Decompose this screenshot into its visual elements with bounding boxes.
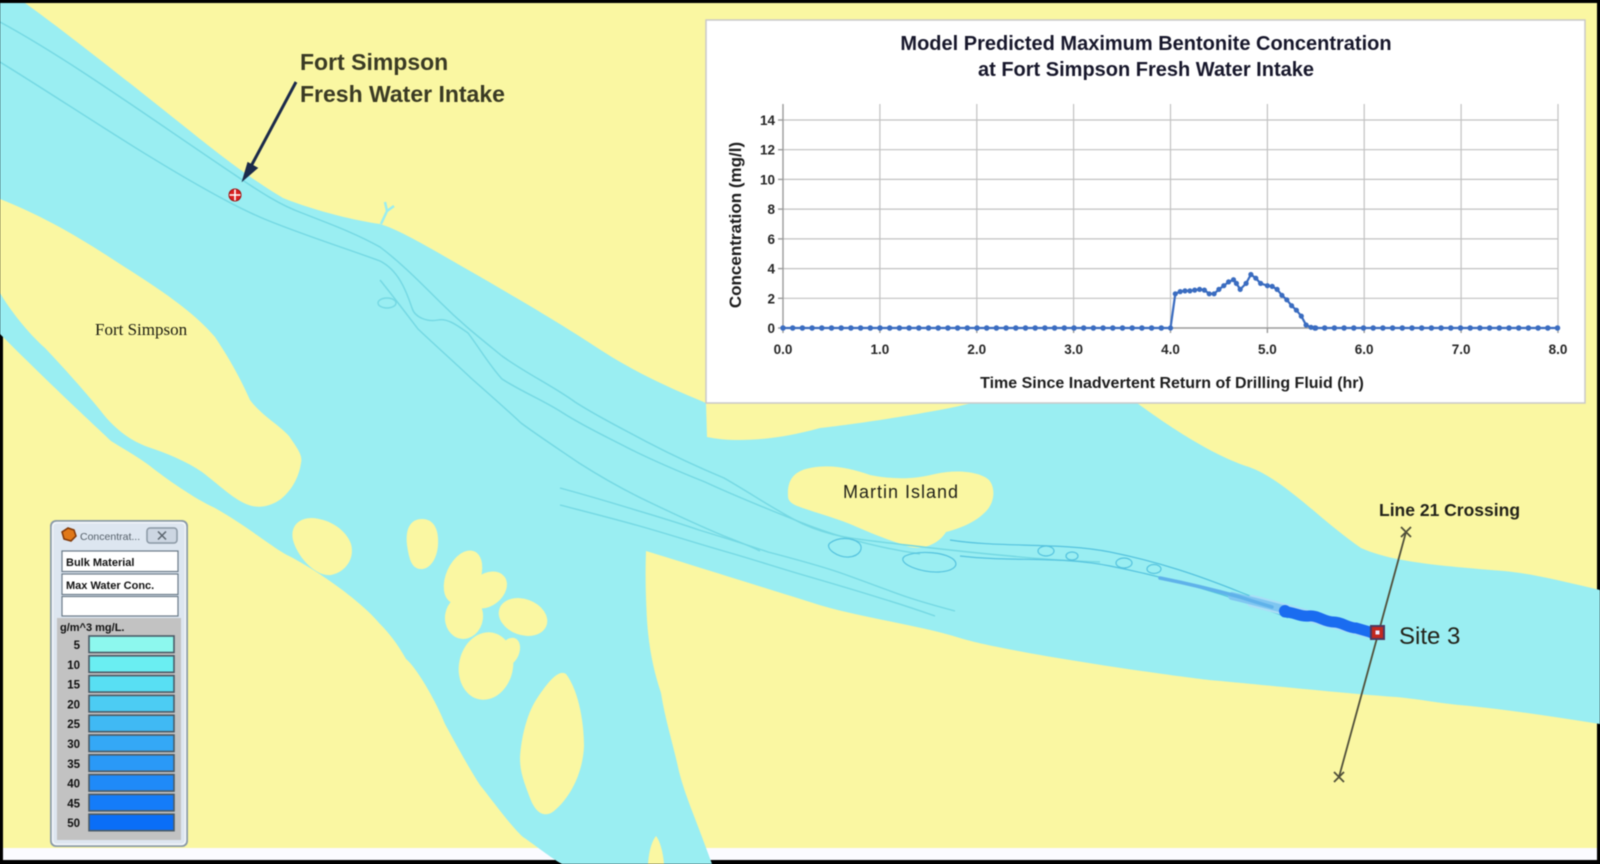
svg-text:25: 25 — [67, 719, 80, 731]
svg-text:30: 30 — [67, 739, 80, 751]
svg-text:20: 20 — [67, 699, 80, 711]
svg-text:8.0: 8.0 — [1549, 342, 1568, 357]
svg-text:Line 21 Crossing: Line 21 Crossing — [1379, 500, 1520, 520]
svg-text:14: 14 — [760, 113, 776, 128]
svg-text:Concentration (mg/l): Concentration (mg/l) — [726, 142, 745, 308]
svg-text:Martin Island: Martin Island — [843, 482, 959, 502]
svg-text:10: 10 — [760, 172, 775, 187]
svg-text:40: 40 — [67, 779, 80, 791]
svg-text:g/m^3 mg/L.: g/m^3 mg/L. — [60, 622, 125, 634]
svg-text:1.0: 1.0 — [871, 342, 890, 357]
svg-text:Concentrat...: Concentrat... — [80, 531, 140, 543]
svg-text:6.0: 6.0 — [1355, 342, 1374, 357]
svg-text:4: 4 — [767, 262, 775, 277]
svg-text:at Fort Simpson Fresh Water In: at Fort Simpson Fresh Water Intake — [978, 59, 1314, 81]
svg-text:Bulk Material: Bulk Material — [66, 557, 134, 569]
svg-text:50: 50 — [67, 818, 80, 830]
svg-text:12: 12 — [760, 143, 775, 158]
svg-text:45: 45 — [67, 798, 80, 810]
svg-text:5.0: 5.0 — [1258, 342, 1277, 357]
svg-text:15: 15 — [67, 680, 80, 692]
svg-text:Model Predicted Maximum Benton: Model Predicted Maximum Bentonite Concen… — [900, 33, 1391, 55]
svg-text:2: 2 — [767, 291, 775, 306]
svg-text:3.0: 3.0 — [1064, 342, 1083, 357]
svg-text:5: 5 — [74, 640, 81, 652]
svg-text:0.0: 0.0 — [774, 342, 793, 357]
svg-text:2.0: 2.0 — [967, 342, 986, 357]
svg-text:6: 6 — [767, 232, 775, 247]
svg-text:Fort Simpson: Fort Simpson — [95, 320, 188, 339]
svg-text:Fresh Water Intake: Fresh Water Intake — [300, 81, 505, 107]
svg-text:35: 35 — [67, 759, 80, 771]
svg-text:Max Water Conc.: Max Water Conc. — [66, 580, 154, 592]
svg-text:10: 10 — [67, 660, 80, 672]
svg-text:Time Since Inadvertent Return: Time Since Inadvertent Return of Drillin… — [980, 375, 1364, 392]
svg-text:Fort Simpson: Fort Simpson — [300, 49, 448, 75]
svg-text:0: 0 — [767, 321, 775, 336]
svg-text:8: 8 — [767, 202, 775, 217]
svg-text:4.0: 4.0 — [1161, 342, 1180, 357]
svg-text:7.0: 7.0 — [1452, 342, 1471, 357]
svg-text:Site 3: Site 3 — [1399, 623, 1460, 650]
